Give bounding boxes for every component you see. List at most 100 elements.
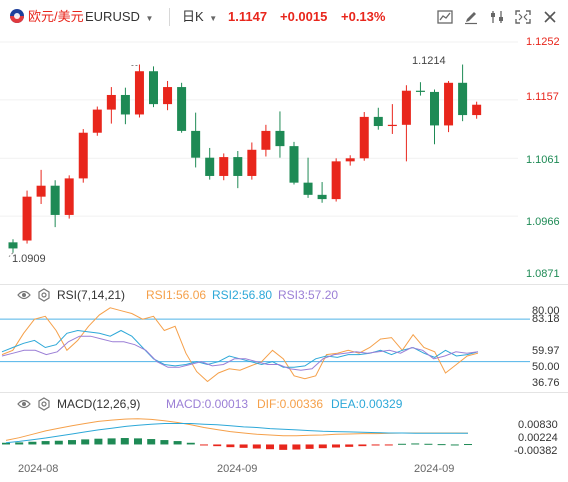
symbol-label: EURUSD [85, 9, 140, 24]
candle-body[interactable] [247, 149, 257, 176]
settings-icon[interactable] [37, 397, 51, 411]
panel-divider [0, 392, 568, 393]
dif-line [5, 418, 469, 441]
macd-axis-label: -0.00382 [514, 445, 558, 457]
rsi-chart[interactable] [0, 305, 568, 390]
rsi-axis-label: 80.00 [532, 305, 560, 317]
candle-body[interactable] [331, 161, 341, 200]
rsi-axis-label: 83.18 [532, 313, 560, 325]
indicator-icon[interactable] [435, 9, 455, 25]
chart-header: 欧元/美元 EURUSD ▼ 日K ▼ 1.1147 +0.0015 +0.13… [0, 0, 568, 34]
high-price-marker: 1.1214 [412, 55, 446, 67]
macd-bar [424, 443, 433, 445]
candle-body[interactable] [430, 91, 439, 126]
candle-body[interactable] [205, 157, 215, 176]
candle-body[interactable] [64, 178, 74, 215]
candle-body[interactable] [303, 182, 313, 195]
macd-bar [68, 440, 76, 445]
candle-body[interactable] [233, 157, 243, 176]
timeframe-selector[interactable]: 日K ▼ [182, 9, 217, 27]
macd-bar [464, 444, 472, 446]
macd-bar [318, 444, 327, 449]
macd-bar [332, 444, 340, 448]
macd-bar [54, 440, 63, 445]
candle-body[interactable] [36, 185, 46, 197]
candle-body[interactable] [345, 158, 355, 162]
eu-flag-icon [10, 9, 24, 23]
macd-bar [200, 444, 208, 446]
price-axis-label: 1.1252 [526, 36, 560, 48]
candle-body[interactable] [415, 90, 425, 92]
candle-body[interactable] [177, 87, 187, 131]
macd-bar [213, 444, 222, 447]
macd-bar [147, 439, 156, 445]
macd-bar [94, 438, 103, 445]
rsi-title: RSI(7,14,21) [57, 288, 126, 302]
macd-legend: MACD(12,26,9) MACD:0.00013 DIF:0.00336 D… [0, 396, 520, 414]
macd-bar [15, 442, 24, 445]
macd-bar [411, 443, 420, 445]
current-price: 1.1147 [228, 9, 268, 24]
price-axis-label: 1.1061 [526, 154, 560, 166]
macd-bar [134, 438, 142, 445]
low-price-marker: 1.0909 [12, 253, 46, 265]
candle-body[interactable] [50, 185, 60, 215]
fullscreen-icon[interactable] [513, 9, 533, 25]
rsi-legend: RSI(7,14,21) RSI1:56.06 RSI2:56.80 RSI3:… [0, 287, 520, 305]
candle-body[interactable] [289, 146, 299, 183]
candle-body[interactable] [149, 71, 158, 105]
rsi3-value: RSI3:57.20 [278, 288, 339, 302]
candle-body[interactable] [458, 82, 468, 116]
macd-bar [279, 444, 288, 450]
candle-body[interactable] [373, 116, 383, 127]
candle-body[interactable] [8, 242, 18, 249]
price-change: +0.0015 [280, 9, 328, 24]
symbol-selector[interactable]: EURUSD ▼ [85, 9, 153, 27]
divider [169, 8, 170, 26]
price-axis-label: 1.0966 [526, 216, 560, 228]
date-axis-label: 2024-08 [18, 463, 59, 475]
candle-body[interactable] [134, 71, 144, 115]
candle-body[interactable] [444, 82, 454, 126]
candle-body[interactable] [78, 132, 88, 179]
candle-body[interactable] [261, 130, 271, 150]
timeframe-label: 日K [182, 9, 204, 24]
candle-body[interactable] [359, 116, 369, 159]
eye-icon[interactable] [17, 289, 31, 301]
macd-value: MACD:0.00013 [166, 397, 249, 411]
settings-sliders-icon[interactable] [487, 9, 507, 25]
settings-icon[interactable] [37, 288, 51, 302]
eye-icon[interactable] [17, 398, 31, 410]
candle-body[interactable] [163, 87, 173, 105]
price-axis-label: 1.1157 [526, 91, 559, 103]
candle-body[interactable] [219, 157, 229, 176]
price-change-pct: +0.13% [341, 9, 386, 24]
candle-body[interactable] [106, 94, 116, 110]
candlestick-chart[interactable] [0, 34, 568, 284]
panel-divider [0, 284, 568, 285]
rsi-axis-label: 50.00 [532, 361, 560, 373]
macd-bar [384, 444, 393, 446]
candle-body[interactable] [472, 104, 482, 116]
macd-bar [358, 444, 367, 447]
candle-body[interactable] [120, 94, 130, 115]
candle-body[interactable] [191, 130, 201, 158]
macd-bar [305, 444, 314, 449]
candle-body[interactable] [22, 196, 32, 241]
candle-body[interactable] [275, 130, 285, 147]
dea-value: DEA:0.00329 [331, 397, 403, 411]
draw-pencil-icon[interactable] [461, 9, 481, 25]
low-marker-line [8, 252, 14, 258]
rsi-axis-label: 36.76 [532, 377, 560, 389]
candle-body[interactable] [92, 109, 102, 133]
close-icon[interactable] [540, 9, 560, 25]
date-axis-label: 2024-09 [414, 463, 455, 475]
candle-body[interactable] [387, 124, 397, 127]
macd-chart[interactable] [0, 414, 568, 458]
macd-bar [398, 443, 406, 445]
macd-bar [186, 442, 195, 445]
dea-line [5, 423, 468, 444]
date-axis: 2024-08 2024-09 2024-09 [0, 458, 568, 482]
candle-body[interactable] [401, 90, 411, 125]
candle-body[interactable] [317, 194, 327, 200]
